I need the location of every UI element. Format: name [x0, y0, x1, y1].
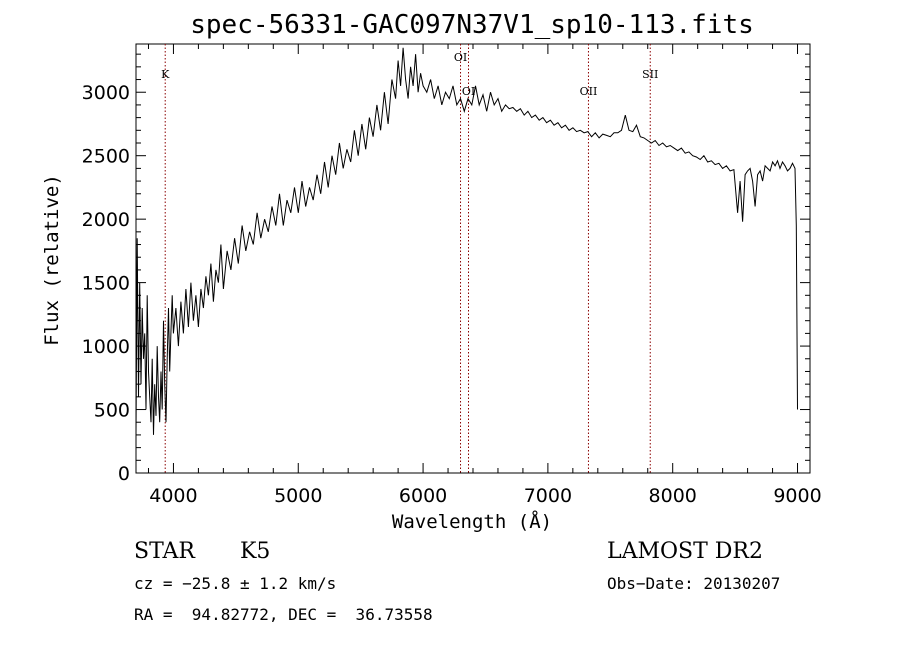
spectral-line-label: OII	[580, 85, 598, 98]
observation-date: Obs−Date: 20130207	[607, 574, 781, 593]
y-axis-ticks: 0 500 1000 1500 2000 2500 3000	[82, 53, 810, 485]
y-axis-label: Flux (relative)	[41, 174, 63, 346]
x-tick-label: 5000	[274, 485, 322, 507]
x-tick-label: 8000	[649, 485, 697, 507]
y-tick-label: 1500	[82, 273, 130, 295]
x-tick-label: 9000	[773, 485, 821, 507]
x-axis-label: Wavelength (Å)	[392, 510, 552, 533]
y-tick-label: 2500	[82, 146, 130, 168]
redshift-velocity: cz = −25.8 ± 1.2 km/s	[134, 574, 337, 593]
x-axis-ticks: 4000 5000 6000 7000 8000 9000	[147, 44, 822, 507]
spectral-line-markers: K OI OI OII SII	[161, 44, 658, 473]
coordinates: RA = 94.82772, DEC = 36.73558	[134, 605, 433, 624]
y-tick-label: 2000	[82, 209, 130, 231]
y-tick-label: 1000	[82, 336, 130, 358]
y-tick-label: 500	[94, 400, 130, 422]
spectral-line-label: OI	[462, 85, 475, 98]
spectrum-line	[135, 47, 798, 435]
x-tick-label: 6000	[399, 485, 447, 507]
spectral-line-label: OI	[454, 51, 467, 64]
survey-release: LAMOST DR2	[607, 539, 763, 564]
y-tick-label: 0	[118, 463, 130, 485]
x-tick-label: 4000	[149, 485, 197, 507]
spectral-line-label: K	[161, 68, 170, 81]
spectrum-series	[135, 47, 798, 435]
object-subclass: K5	[240, 539, 271, 564]
spectral-line-label: SII	[642, 68, 658, 81]
chart-title: spec-56331-GAC097N37V1_sp10-113.fits	[190, 10, 754, 40]
y-tick-label: 3000	[82, 82, 130, 104]
object-class: STAR	[134, 539, 195, 564]
x-tick-label: 7000	[524, 485, 572, 507]
